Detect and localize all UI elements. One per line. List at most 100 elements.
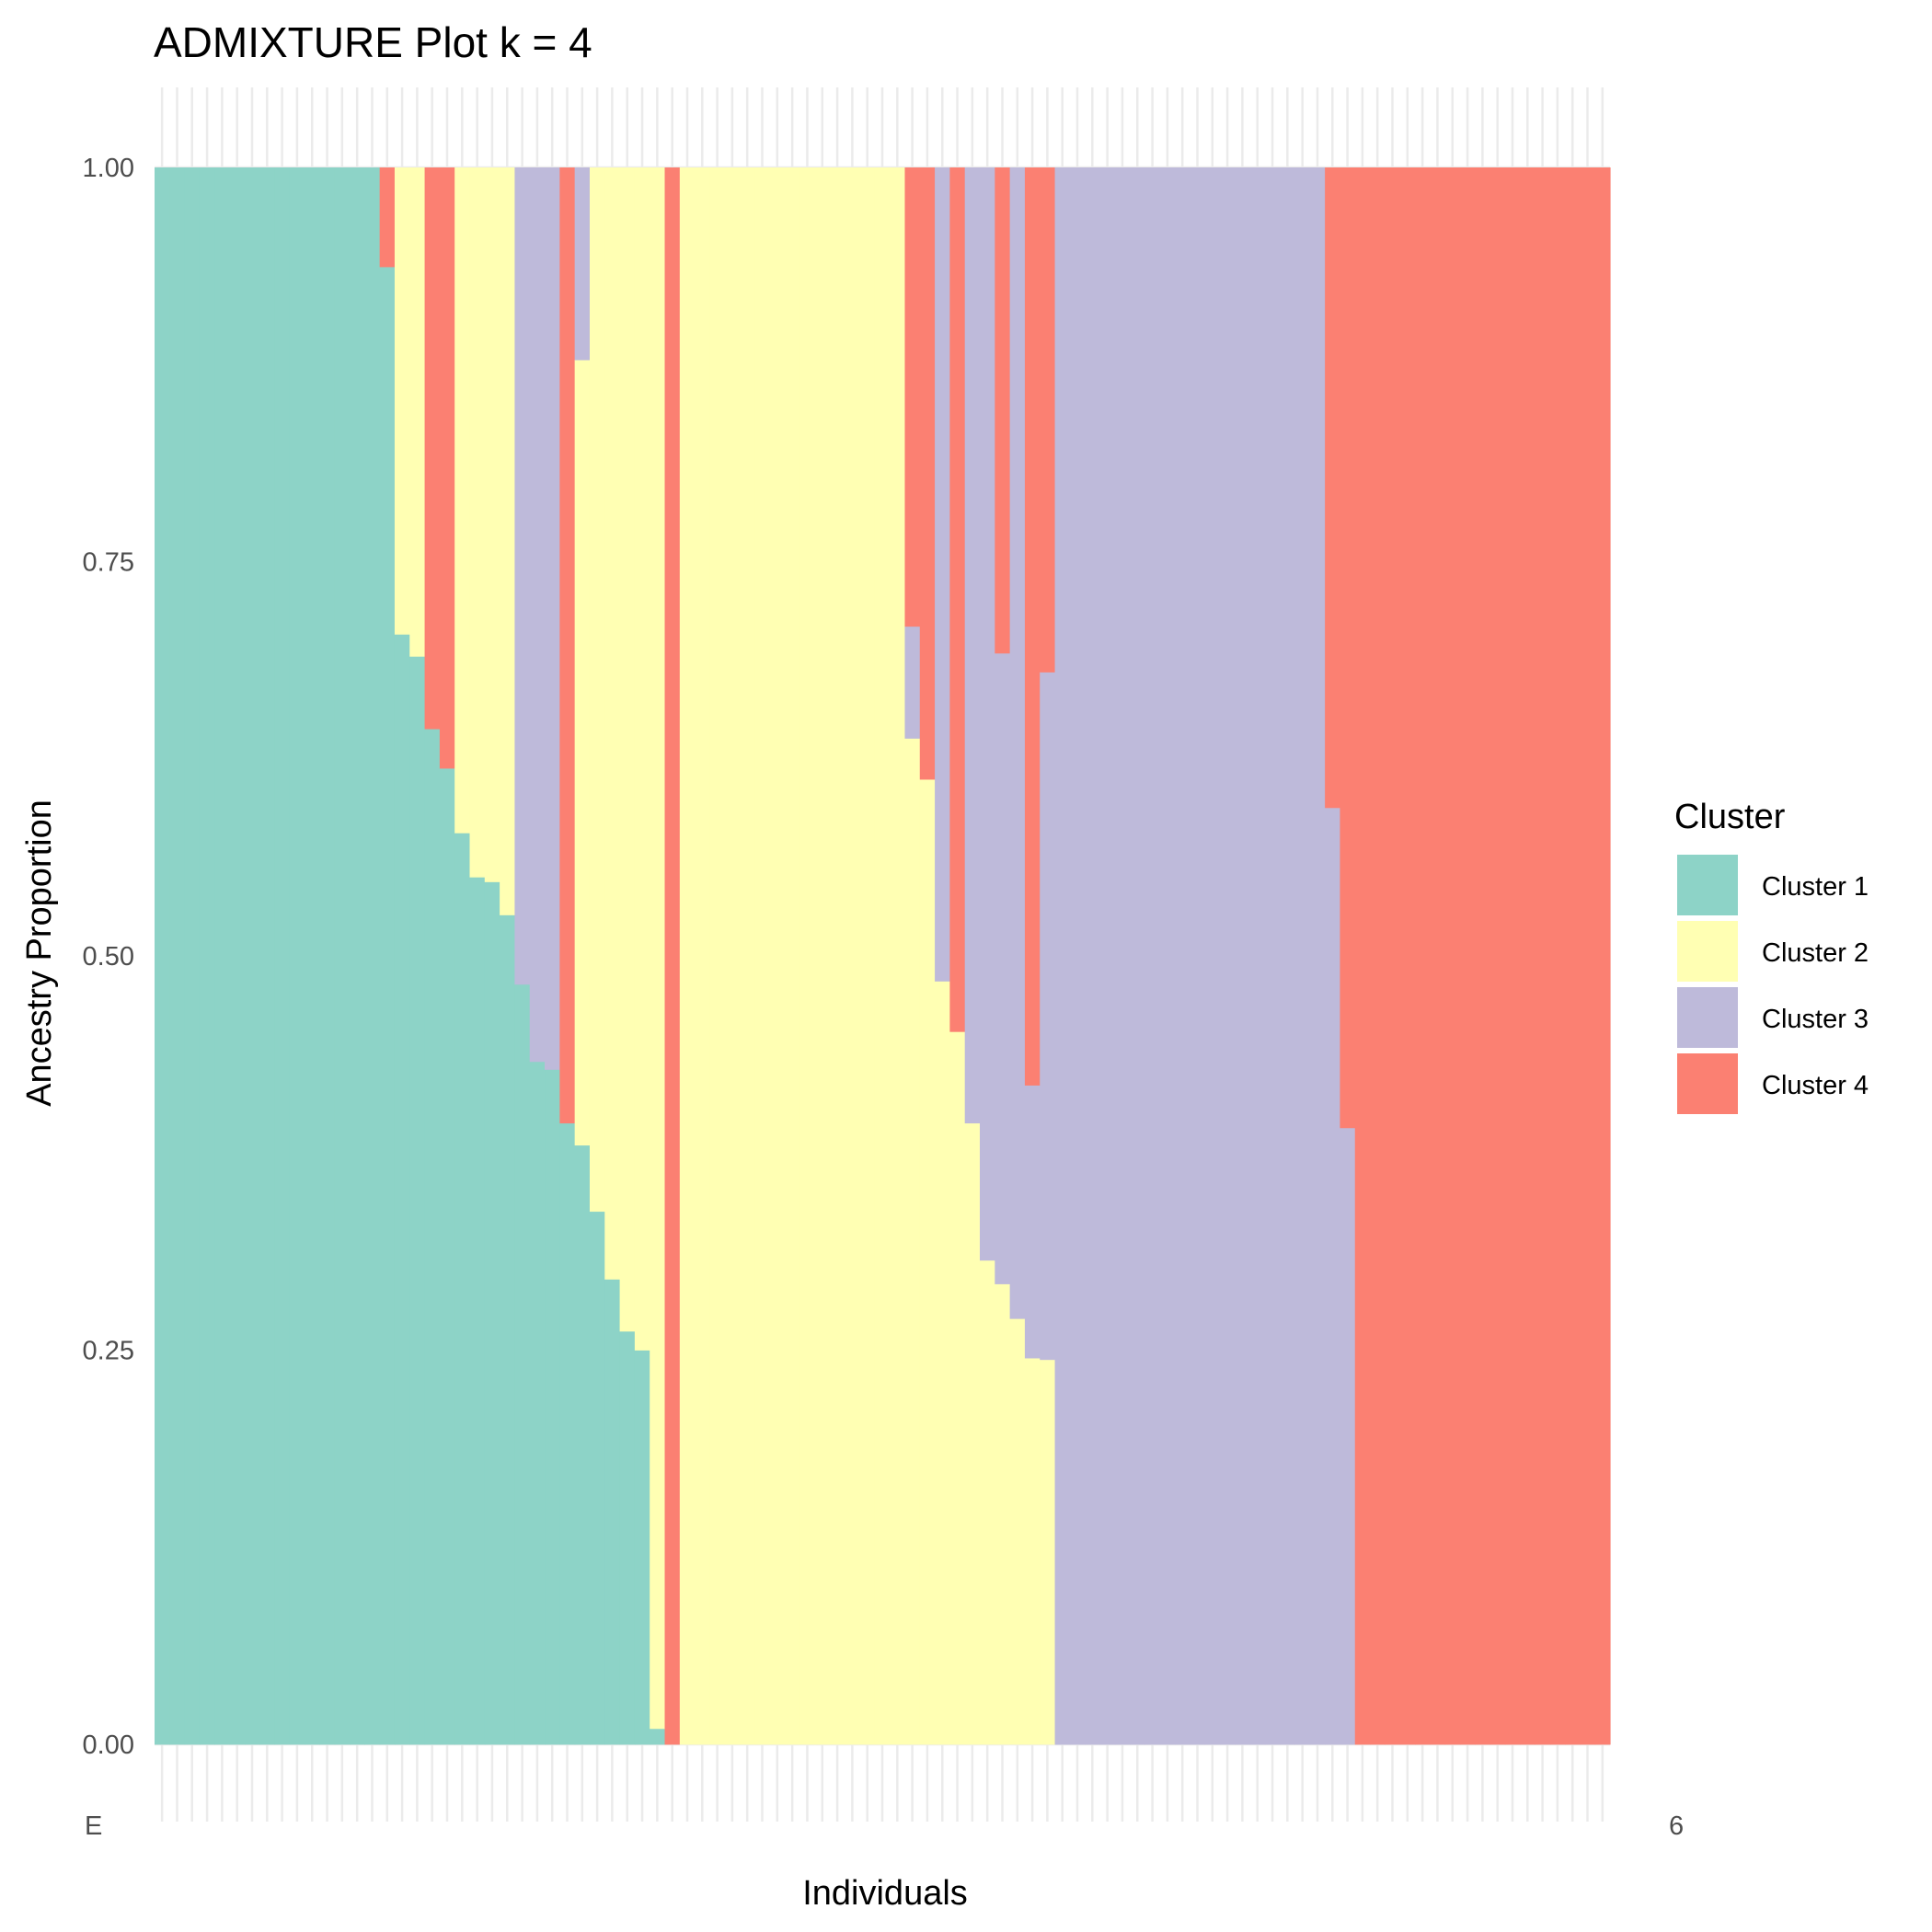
bar-segment-cluster-1 bbox=[559, 1122, 576, 1745]
y-tick-label: 0.50 bbox=[83, 942, 134, 972]
bar-segment-cluster-1 bbox=[244, 167, 260, 1745]
bar-segment-cluster-4 bbox=[1444, 167, 1461, 1745]
bar-segment-cluster-2 bbox=[784, 167, 800, 1745]
bar-segment-cluster-2 bbox=[634, 167, 650, 1351]
bar-segment-cluster-1 bbox=[589, 1211, 605, 1745]
y-tick-labels: 0.00 0.25 0.50 0.75 1.00 bbox=[83, 154, 134, 1760]
bar-segment-cluster-3 bbox=[1114, 167, 1131, 1745]
bar-segment-cluster-3 bbox=[1190, 167, 1206, 1745]
bar-segment-cluster-2 bbox=[814, 167, 831, 1745]
bar-segment-cluster-4 bbox=[1354, 167, 1371, 1745]
chart-title: ADMIXTURE Plot k = 4 bbox=[154, 18, 592, 66]
bar-segment-cluster-1 bbox=[514, 983, 531, 1745]
bar-segment-cluster-2 bbox=[724, 167, 741, 1745]
bar-segment-cluster-1 bbox=[650, 1728, 666, 1745]
bar-segment-cluster-2 bbox=[949, 1031, 966, 1745]
bar-segment-cluster-2 bbox=[469, 167, 486, 878]
bar-segment-cluster-2 bbox=[500, 167, 516, 915]
bar-segment-cluster-2 bbox=[904, 738, 921, 1745]
bar-segment-cluster-3 bbox=[514, 167, 531, 985]
bar-segment-cluster-1 bbox=[305, 167, 321, 1745]
bar-segment-cluster-4 bbox=[904, 167, 921, 627]
bar-segment-cluster-3 bbox=[1175, 167, 1190, 1745]
y-tick-label: 0.00 bbox=[83, 1731, 134, 1760]
bar-segment-cluster-1 bbox=[334, 167, 351, 1745]
bar-segment-cluster-2 bbox=[769, 167, 786, 1745]
bar-segment-cluster-3 bbox=[904, 626, 921, 739]
y-axis-title: Ancestry Proportion bbox=[20, 799, 59, 1107]
bar-segment-cluster-1 bbox=[619, 1330, 636, 1745]
bar-segment-cluster-1 bbox=[169, 167, 186, 1745]
bar-segment-cluster-2 bbox=[484, 167, 500, 882]
bar-segment-cluster-1 bbox=[484, 881, 500, 1745]
bar-segment-cluster-3 bbox=[1219, 167, 1236, 1745]
bar-segment-cluster-4 bbox=[1565, 167, 1581, 1745]
bar-segment-cluster-1 bbox=[454, 833, 471, 1745]
bar-segment-cluster-3 bbox=[1085, 167, 1101, 1745]
bar-segment-cluster-1 bbox=[634, 1350, 650, 1745]
bar-segment-cluster-4 bbox=[1504, 167, 1521, 1745]
x-tick-label-last: 6 bbox=[1669, 1811, 1684, 1841]
bar-segment-cluster-4 bbox=[1430, 167, 1446, 1745]
bar-segment-cluster-3 bbox=[964, 167, 981, 1124]
bar-segment-cluster-1 bbox=[199, 167, 215, 1745]
bar-segment-cluster-2 bbox=[829, 167, 845, 1745]
bar-segment-cluster-4 bbox=[1399, 167, 1416, 1745]
bar-segment-cluster-1 bbox=[439, 768, 455, 1745]
legend-label-4: Cluster 4 bbox=[1762, 1071, 1869, 1100]
bar-segment-cluster-1 bbox=[289, 167, 305, 1745]
bar-segment-cluster-4 bbox=[1414, 167, 1431, 1745]
bar-segment-cluster-4 bbox=[949, 167, 966, 1032]
bar-segment-cluster-2 bbox=[935, 981, 950, 1745]
bar-segment-cluster-3 bbox=[980, 167, 995, 1261]
bars-group bbox=[155, 167, 1611, 1745]
bar-segment-cluster-3 bbox=[1249, 167, 1266, 1745]
bar-segment-cluster-1 bbox=[274, 167, 291, 1745]
bar-segment-cluster-2 bbox=[859, 167, 876, 1745]
bar-segment-cluster-4 bbox=[1489, 167, 1506, 1745]
y-tick-label: 0.25 bbox=[83, 1337, 134, 1366]
bar-segment-cluster-3 bbox=[995, 652, 1011, 1284]
bar-segment-cluster-3 bbox=[1309, 167, 1326, 1745]
bar-segment-cluster-2 bbox=[394, 167, 410, 635]
bar-segment-cluster-3 bbox=[1280, 167, 1296, 1745]
bar-segment-cluster-2 bbox=[1009, 1318, 1026, 1745]
bar-segment-cluster-1 bbox=[394, 634, 410, 1745]
bar-segment-cluster-4 bbox=[379, 167, 396, 268]
bar-segment-cluster-3 bbox=[1130, 167, 1146, 1745]
bar-segment-cluster-4 bbox=[1549, 167, 1566, 1745]
bar-segment-cluster-4 bbox=[1535, 167, 1551, 1745]
bar-segment-cluster-4 bbox=[559, 167, 576, 1124]
bar-segment-cluster-2 bbox=[874, 167, 891, 1745]
bar-segment-cluster-1 bbox=[545, 1069, 560, 1745]
legend-label-3: Cluster 3 bbox=[1762, 1005, 1869, 1034]
bar-segment-cluster-1 bbox=[364, 167, 381, 1745]
y-tick-label: 0.75 bbox=[83, 548, 134, 578]
bar-segment-cluster-1 bbox=[424, 729, 441, 1745]
bar-segment-cluster-1 bbox=[184, 167, 201, 1745]
bar-segment-cluster-1 bbox=[319, 167, 336, 1745]
bar-segment-cluster-1 bbox=[214, 167, 231, 1745]
bar-segment-cluster-3 bbox=[1340, 1127, 1356, 1745]
bar-segment-cluster-3 bbox=[1144, 167, 1161, 1745]
bar-segment-cluster-2 bbox=[709, 167, 726, 1745]
bar-segment-cluster-3 bbox=[1024, 1085, 1041, 1359]
bar-segment-cluster-2 bbox=[619, 167, 636, 1332]
legend-label-1: Cluster 1 bbox=[1762, 872, 1869, 902]
bar-segment-cluster-4 bbox=[1325, 167, 1341, 809]
bar-segment-cluster-4 bbox=[1385, 167, 1401, 1745]
bar-segment-cluster-4 bbox=[1340, 167, 1356, 1129]
bar-segment-cluster-3 bbox=[1325, 807, 1341, 1745]
bar-segment-cluster-4 bbox=[1024, 167, 1041, 1086]
bar-segment-cluster-4 bbox=[439, 167, 455, 769]
bar-segment-cluster-2 bbox=[574, 360, 591, 1146]
bar-segment-cluster-3 bbox=[935, 167, 950, 982]
bar-segment-cluster-3 bbox=[529, 167, 546, 1063]
bar-segment-cluster-3 bbox=[1069, 167, 1086, 1745]
bar-segment-cluster-3 bbox=[1040, 672, 1056, 1361]
bar-segment-cluster-3 bbox=[1264, 167, 1281, 1745]
legend-key-2 bbox=[1675, 919, 1740, 983]
bar-segment-cluster-3 bbox=[574, 167, 591, 361]
legend-label-2: Cluster 2 bbox=[1762, 938, 1869, 968]
